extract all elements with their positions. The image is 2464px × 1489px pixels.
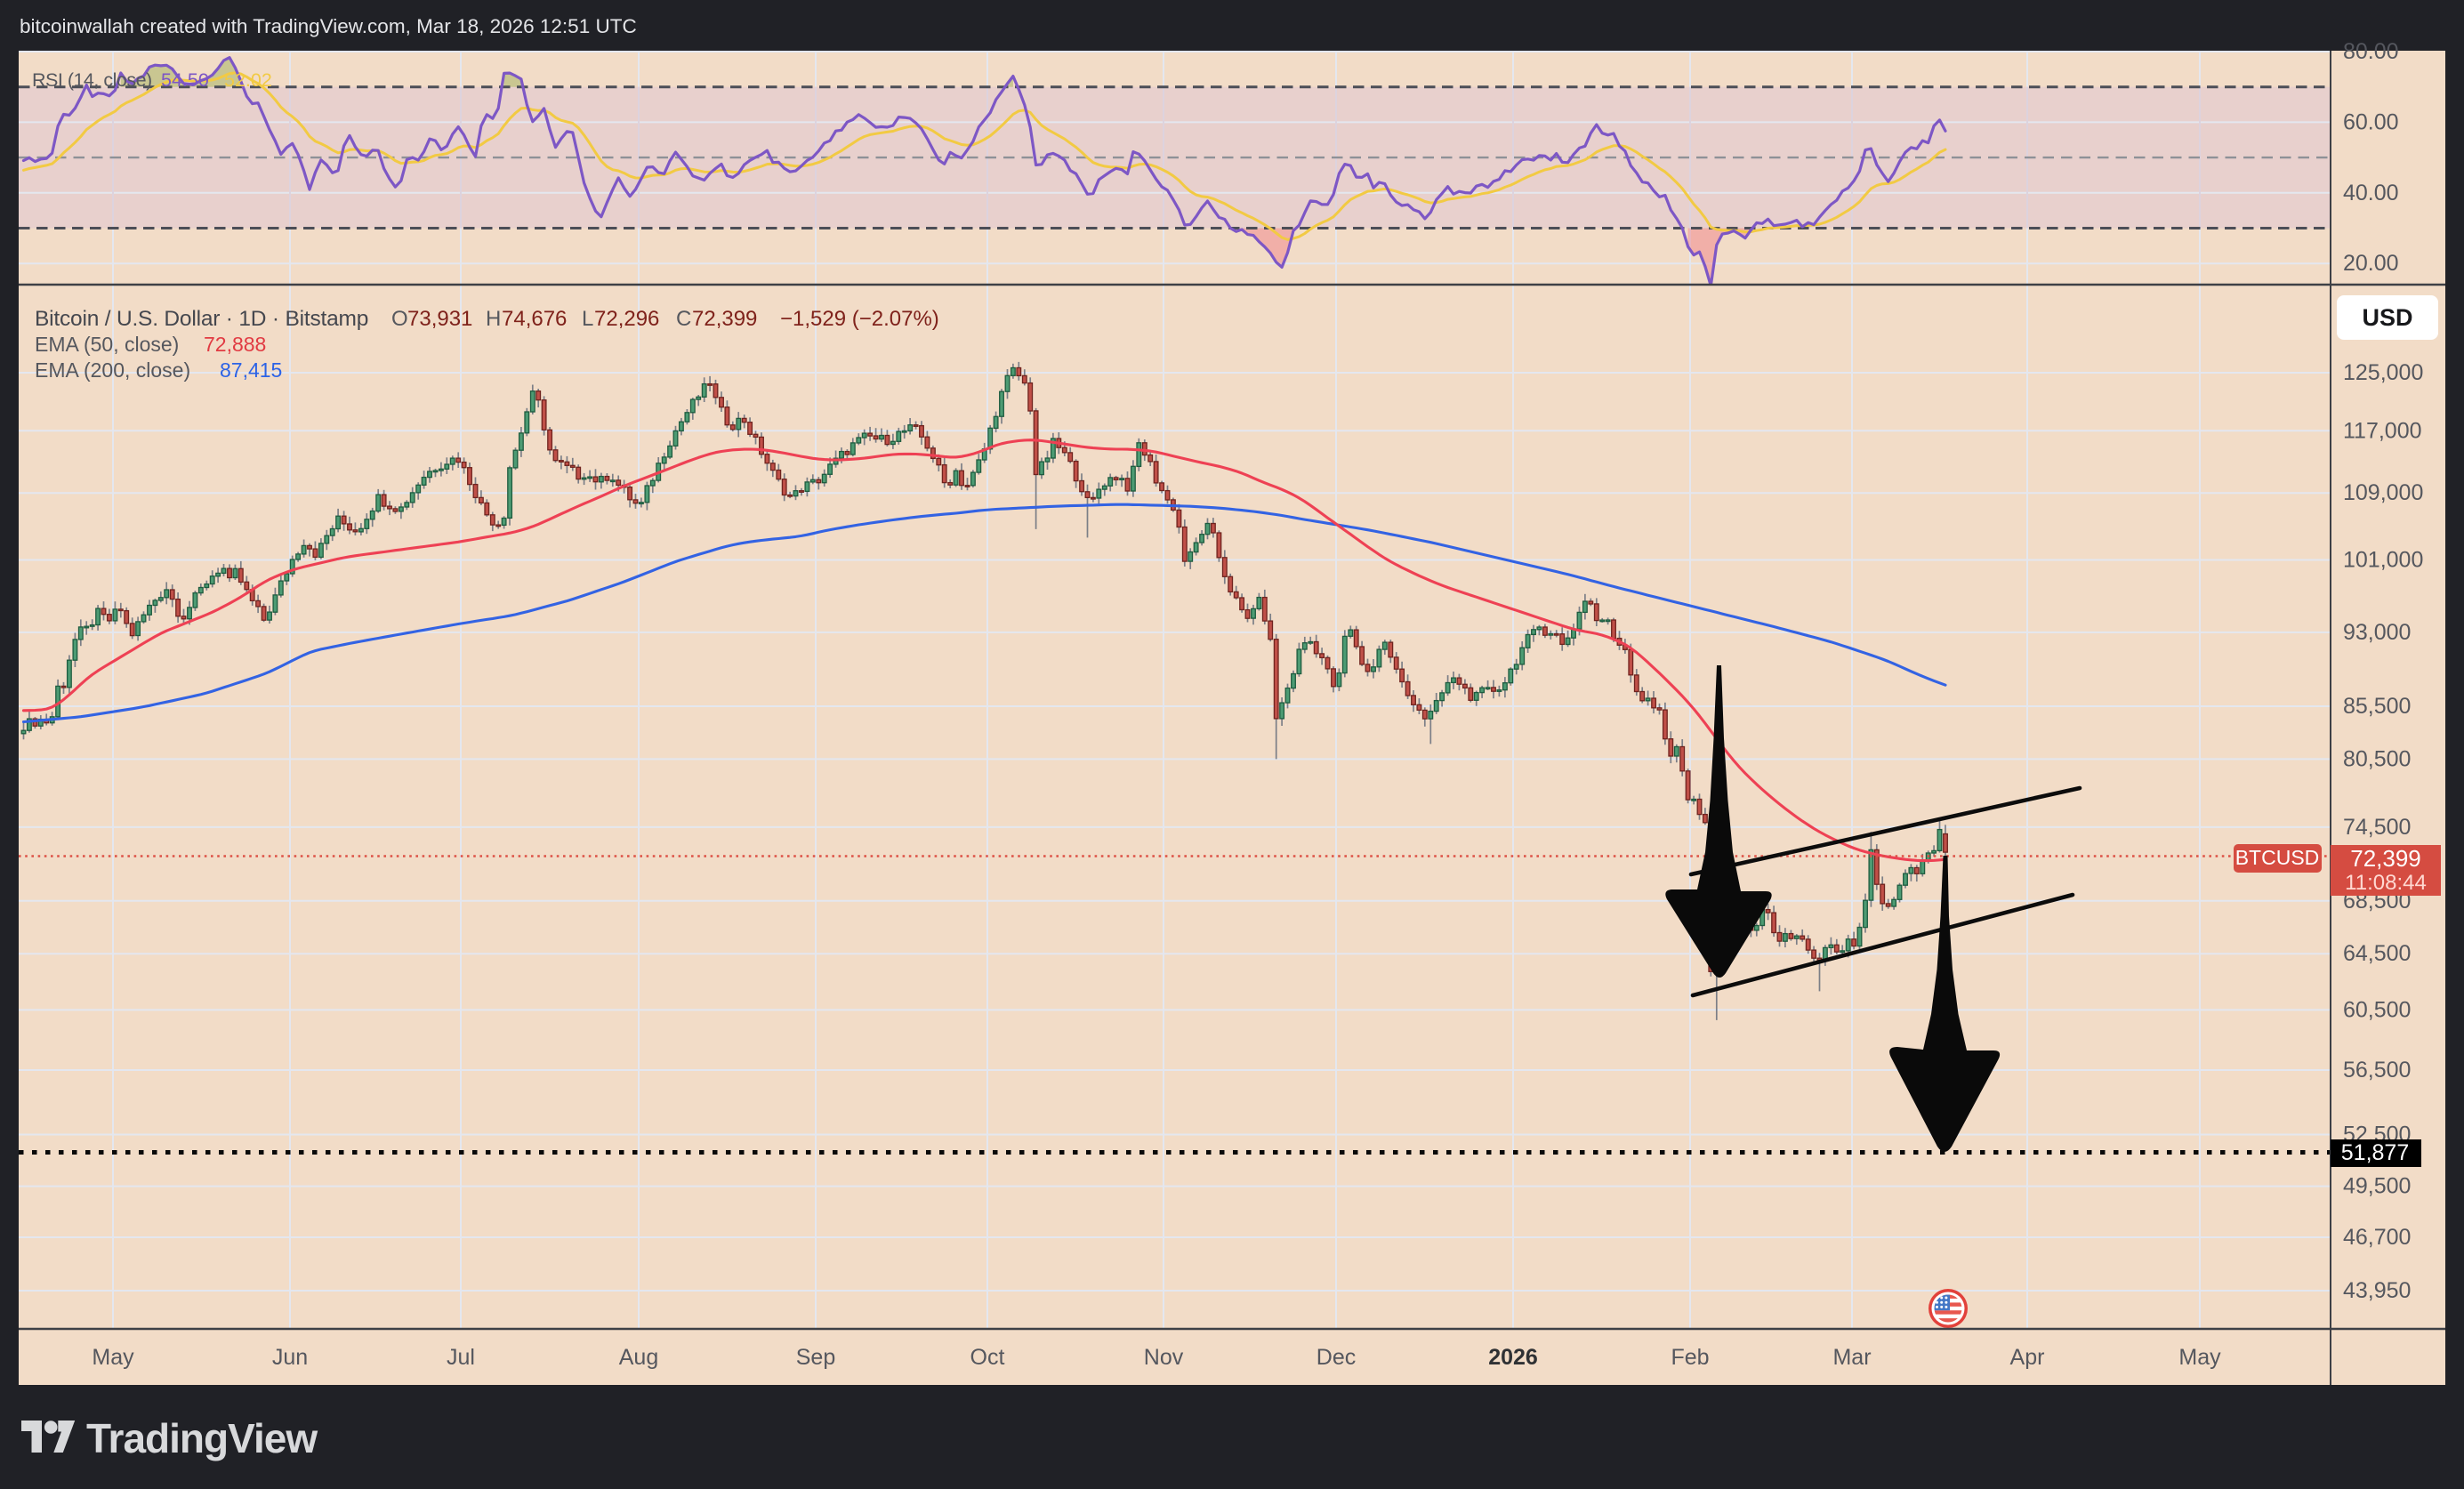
svg-text:60,500: 60,500: [2343, 997, 2411, 1022]
svg-text:117,000: 117,000: [2343, 418, 2422, 443]
svg-text:11:08:44: 11:08:44: [2345, 871, 2427, 895]
svg-text:Aug: Aug: [619, 1345, 658, 1370]
svg-text:BTCUSD: BTCUSD: [2235, 846, 2320, 869]
svg-text:TradingView: TradingView: [86, 1415, 318, 1461]
svg-text:109,000: 109,000: [2343, 480, 2423, 505]
svg-text:Sep: Sep: [796, 1345, 835, 1370]
svg-text:60.00: 60.00: [2343, 109, 2399, 134]
svg-text:−1,529 (−2.07%): −1,529 (−2.07%): [780, 307, 939, 331]
svg-text:125,000: 125,000: [2343, 360, 2423, 385]
svg-text:Nov: Nov: [1144, 1345, 1184, 1370]
svg-text:Jun: Jun: [272, 1345, 308, 1370]
svg-text:64,500: 64,500: [2343, 941, 2411, 966]
svg-text:L: L: [582, 307, 593, 331]
svg-text:H: H: [486, 307, 501, 331]
svg-text:EMA (200, close): EMA (200, close): [35, 358, 190, 382]
svg-text:93,000: 93,000: [2343, 620, 2411, 645]
svg-text:74,676: 74,676: [502, 307, 567, 331]
svg-text:72,888: 72,888: [204, 333, 266, 356]
svg-text:May: May: [2178, 1345, 2221, 1370]
svg-text:EMA (50, close): EMA (50, close): [35, 333, 179, 356]
svg-text:RSI (14, close): RSI (14, close): [32, 69, 152, 91]
svg-text:80,500: 80,500: [2343, 746, 2411, 771]
svg-text:40.00: 40.00: [2343, 181, 2399, 205]
svg-text:74,500: 74,500: [2343, 815, 2411, 840]
svg-text:101,000: 101,000: [2343, 548, 2423, 573]
svg-text:May: May: [92, 1345, 134, 1370]
svg-text:43,950: 43,950: [2343, 1278, 2411, 1303]
svg-text:O: O: [391, 307, 408, 331]
svg-text:USD: USD: [2362, 304, 2412, 331]
svg-text:2026: 2026: [1488, 1345, 1538, 1370]
svg-text:Jul: Jul: [447, 1345, 475, 1370]
svg-text:52.02: 52.02: [224, 69, 272, 91]
svg-text:46,700: 46,700: [2343, 1225, 2411, 1250]
svg-text:72,399: 72,399: [2350, 845, 2421, 872]
svg-text:Oct: Oct: [970, 1345, 1005, 1370]
svg-text:Mar: Mar: [1832, 1345, 1871, 1370]
svg-text:72,399: 72,399: [692, 307, 757, 331]
svg-text:Bitcoin / U.S. Dollar · 1D · B: Bitcoin / U.S. Dollar · 1D · Bitstamp: [35, 307, 368, 331]
svg-text:51,877: 51,877: [2341, 1140, 2409, 1165]
svg-text:85,500: 85,500: [2343, 694, 2411, 719]
svg-text:73,931: 73,931: [407, 307, 472, 331]
svg-text:Apr: Apr: [2010, 1345, 2045, 1370]
svg-text:72,296: 72,296: [594, 307, 659, 331]
svg-text:20.00: 20.00: [2343, 251, 2399, 276]
svg-text:bitcoinwallah created with Tra: bitcoinwallah created with TradingView.c…: [20, 15, 637, 37]
svg-text:Dec: Dec: [1317, 1345, 1356, 1370]
svg-text:C: C: [676, 307, 691, 331]
svg-text:87,415: 87,415: [220, 358, 282, 382]
svg-text:Feb: Feb: [1671, 1345, 1709, 1370]
svg-text:56,500: 56,500: [2343, 1058, 2411, 1083]
svg-text:49,500: 49,500: [2343, 1174, 2411, 1199]
svg-text:54.50: 54.50: [161, 69, 209, 91]
svg-text:80.00: 80.00: [2343, 39, 2399, 64]
